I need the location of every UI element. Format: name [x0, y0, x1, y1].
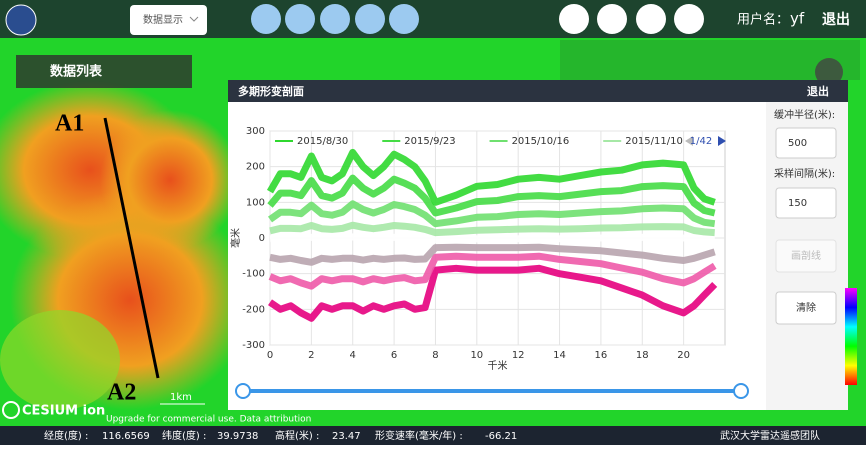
map-area [0, 310, 120, 410]
buffer-input[interactable] [775, 127, 837, 159]
slider-handle[interactable] [235, 383, 251, 399]
rate-label: 形变速率(毫米/年) : [375, 429, 463, 442]
tool-button[interactable] [251, 4, 281, 34]
series-line [267, 174, 716, 217]
longitude: 116.6569 [102, 431, 150, 442]
x-tick-label: 2 [308, 350, 314, 361]
start-label: A1 [55, 111, 84, 137]
legend-prev[interactable] [685, 136, 693, 146]
x-tick-label: 6 [391, 350, 397, 361]
team: 武汉大学雷达遥感团队 [720, 429, 820, 442]
series-line [269, 233, 715, 244]
logout[interactable]: 退出 [822, 11, 850, 28]
logo-emblem [5, 4, 37, 36]
elevation: 23.47 [332, 431, 361, 442]
y-tick-label: -300 [242, 340, 265, 351]
tools-right [559, 4, 704, 34]
draw-button[interactable] [775, 239, 837, 273]
spacing-input[interactable] [775, 187, 837, 219]
x-axis-label: 千米 [488, 359, 508, 372]
profile-line [103, 117, 160, 379]
sidebar-title: 数据列表 [50, 64, 103, 80]
x-tick-label: 10 [470, 350, 483, 361]
tool-button[interactable] [285, 4, 315, 34]
slider-handle[interactable] [733, 383, 749, 399]
y-tick-label: 200 [246, 162, 265, 173]
clear-button-label: 清除 [796, 301, 816, 314]
username-label: 用户名： [737, 12, 789, 28]
sidebar-header[interactable] [16, 55, 192, 88]
y-tick-label: 0 [259, 233, 265, 244]
dropdown-arrow [189, 16, 199, 22]
logo-icon [2, 401, 20, 419]
compass[interactable] [815, 58, 843, 86]
legend-label[interactable]: 2015/9/23 [404, 136, 455, 147]
status: 经度(度) : 116.6569 纬度(度) : 39.9738 高程(米) :… [44, 429, 820, 442]
x-tick-label: 14 [553, 350, 566, 361]
latitude: 39.9738 [217, 431, 258, 442]
toolbar [251, 4, 419, 34]
legend-label[interactable]: 2015/11/10 [625, 136, 683, 147]
tool-button[interactable] [559, 4, 589, 34]
end-label: A2 [107, 380, 136, 406]
color-bar [845, 288, 857, 385]
panel-close[interactable]: 退出 [807, 84, 829, 98]
series-line [267, 200, 716, 228]
clear-button[interactable] [775, 291, 837, 325]
username: yf [790, 10, 805, 28]
status-bar [0, 426, 866, 445]
longitude-label: 经度(度) : [44, 429, 88, 442]
tool-button[interactable] [674, 4, 704, 34]
series-line [266, 148, 716, 206]
legend-next[interactable] [718, 136, 726, 146]
x-tick-label: 16 [595, 350, 608, 361]
x-tick-label: 18 [636, 350, 649, 361]
map-area [560, 40, 860, 80]
y-tick-label: -100 [242, 269, 265, 280]
series-line [268, 264, 718, 322]
x-tick-label: 8 [432, 350, 438, 361]
y-axis-label: 毫米 [229, 228, 242, 248]
buffer-label: 缓冲半径(米): [774, 108, 835, 121]
buffer-value: 500 [788, 138, 807, 149]
tool-button[interactable] [636, 4, 666, 34]
series-line [269, 243, 716, 266]
y-tick-label: -200 [242, 304, 265, 315]
legend-label[interactable]: 2015/10/16 [512, 136, 570, 147]
legend-page: 1/42 [690, 136, 712, 147]
scale-label: 1km [170, 392, 192, 403]
dropdown-label: 数据显示 [143, 13, 183, 26]
map-area [100, 110, 240, 250]
spacing-label: 采样间隔(米): [774, 167, 835, 180]
series-line [268, 252, 717, 290]
y-tick-label: 300 [246, 126, 265, 137]
chart: -300 -200 -100 0 100 200 300 0 2 4 6 8 10 12 14 16 18 20 千… [229, 126, 726, 372]
series-line [269, 221, 715, 237]
tool-button[interactable] [320, 4, 350, 34]
x-tick-label: 20 [677, 350, 690, 361]
x-tick-label: 0 [267, 350, 273, 361]
draw-button-label: 画剖线 [791, 249, 821, 262]
y-tick-label: 100 [246, 197, 265, 208]
x-tick-label: 12 [512, 350, 525, 361]
attribution[interactable]: Upgrade for commercial use. Data attribu… [106, 415, 311, 425]
tool-button[interactable] [597, 4, 627, 34]
dropdown[interactable] [130, 5, 207, 35]
rate: -66.21 [485, 431, 517, 442]
elevation-label: 高程(米) : [275, 429, 319, 442]
tool-button[interactable] [355, 4, 385, 34]
spacing-value: 150 [788, 198, 807, 209]
panel-header [228, 80, 848, 102]
panel-title: 多期形变剖面 [238, 84, 304, 98]
latitude-label: 纬度(度) : [162, 429, 206, 442]
tool-button[interactable] [389, 4, 419, 34]
legend-label[interactable]: 2015/8/30 [297, 136, 348, 147]
logo[interactable]: CESIUM ion [22, 404, 105, 419]
x-tick-label: 4 [350, 350, 356, 361]
